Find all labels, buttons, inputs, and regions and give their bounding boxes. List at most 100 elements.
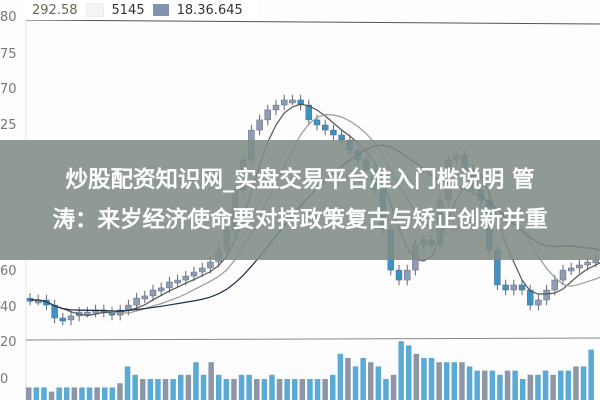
volume-bar [147, 379, 154, 400]
volume-bar [261, 379, 268, 400]
volume-bar [71, 387, 78, 400]
candle [510, 279, 517, 296]
volume-bar [56, 387, 62, 400]
volume-bar [26, 387, 32, 400]
candle [190, 266, 198, 282]
volume-bar [94, 387, 100, 400]
candle-body [281, 99, 288, 106]
volume-bar [216, 374, 222, 400]
volume-bar [489, 370, 496, 400]
volume-bar [276, 379, 283, 400]
candle-body [141, 295, 149, 300]
candle [108, 306, 116, 321]
candle-body [559, 269, 567, 281]
candle-body [157, 287, 165, 292]
volume-bar [352, 366, 359, 400]
y-tick-label: 40 [0, 300, 17, 315]
candle [264, 104, 271, 126]
candle-body [207, 261, 214, 269]
candle [576, 259, 583, 274]
volume-bar [428, 358, 435, 400]
volume-bar [178, 374, 184, 400]
candle-body [510, 284, 517, 291]
volume-bar [117, 383, 123, 400]
candle-body [256, 119, 263, 131]
volume-bar [497, 374, 503, 400]
volume-bar [466, 366, 473, 400]
volume-bar [573, 366, 579, 400]
candle-body [166, 281, 173, 289]
candle [157, 282, 165, 296]
candle-body [502, 284, 509, 291]
candle-body [518, 284, 526, 291]
candle [395, 264, 403, 286]
legend-value-3: 18.36.645 [176, 2, 243, 18]
volume-bar [132, 374, 138, 400]
candle [198, 262, 206, 278]
volume-bar [322, 379, 328, 400]
candle-body [174, 279, 181, 284]
candle-body [297, 99, 304, 106]
candle [305, 99, 312, 126]
candle [404, 264, 411, 286]
volume-bar [535, 374, 541, 400]
candle [559, 264, 567, 286]
candle-body [67, 315, 75, 321]
candle [59, 312, 66, 326]
volume-bar [512, 370, 518, 400]
candle-body [568, 267, 575, 272]
candle-body [133, 297, 140, 306]
candle [543, 284, 550, 306]
headline-line-1: 炒股配资知识网_实盘交易平台准入门槛说明 管 [65, 167, 535, 193]
legend-swatch-white [85, 3, 104, 17]
volume-bar [550, 374, 556, 400]
volume-bar [444, 362, 450, 400]
volume-bar [292, 379, 298, 400]
volume-bar [368, 362, 374, 400]
volume-bar [520, 379, 526, 400]
volume-bar [269, 374, 275, 400]
candle-body [272, 104, 280, 111]
candle-body [404, 269, 411, 281]
candle-body [322, 124, 329, 131]
volume-bar [504, 370, 511, 400]
volume-bar [254, 379, 260, 400]
candle [149, 284, 157, 302]
volume-bar [170, 379, 176, 400]
volume-bar [337, 353, 344, 400]
candle [289, 94, 296, 106]
candle-body [289, 99, 296, 104]
candle-body [543, 289, 550, 301]
volume-bar [231, 379, 237, 400]
volume-bar [185, 374, 192, 400]
candle-body [264, 109, 271, 121]
y-tick-label: 0 [0, 372, 9, 387]
legend-value-2: 5145 [111, 2, 145, 18]
volume-bar [223, 379, 230, 400]
candle-body [592, 259, 599, 264]
candle-body [551, 279, 558, 291]
volume-bar [140, 379, 146, 400]
volume-bar [208, 362, 214, 400]
candle [26, 293, 34, 306]
top-border [25, 19, 600, 25]
volume-bar [238, 374, 245, 400]
candle [272, 99, 280, 116]
headline-banner: 炒股配资知识网_实盘交易平台准入门槛说明 管 涛：来岁经济使命要对持政策复古与矫… [0, 140, 600, 260]
y-tick-label: 80 [0, 10, 17, 25]
candle-body [535, 299, 542, 306]
volume-bar [314, 379, 321, 400]
candle [330, 124, 337, 141]
candle-body [59, 317, 66, 322]
candle [256, 114, 263, 136]
candle-body [395, 269, 403, 281]
volume-bar [284, 379, 290, 400]
candle [141, 290, 149, 304]
candle [297, 94, 304, 111]
headline-line-2: 涛：来岁经济使命要对持政策复古与矫正创新并重 [52, 207, 548, 233]
candle-body [190, 271, 198, 277]
volume-bar [383, 379, 389, 400]
volume-bar [436, 362, 442, 400]
volume-bar [109, 387, 116, 400]
legend-value-1: 292.58 [32, 2, 78, 18]
